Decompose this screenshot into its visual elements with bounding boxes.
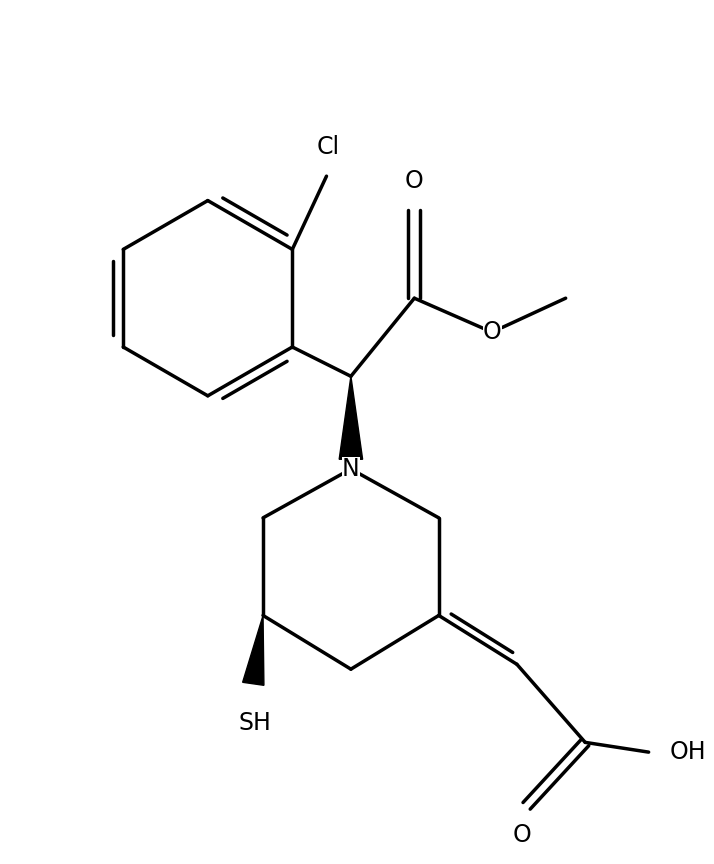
Text: O: O — [483, 321, 502, 345]
Text: Cl: Cl — [317, 135, 340, 159]
Text: O: O — [513, 823, 531, 848]
Polygon shape — [339, 377, 363, 460]
Text: N: N — [342, 457, 360, 481]
Text: O: O — [405, 168, 423, 193]
Text: SH: SH — [238, 711, 271, 735]
Polygon shape — [243, 615, 264, 685]
Text: OH: OH — [670, 740, 707, 764]
